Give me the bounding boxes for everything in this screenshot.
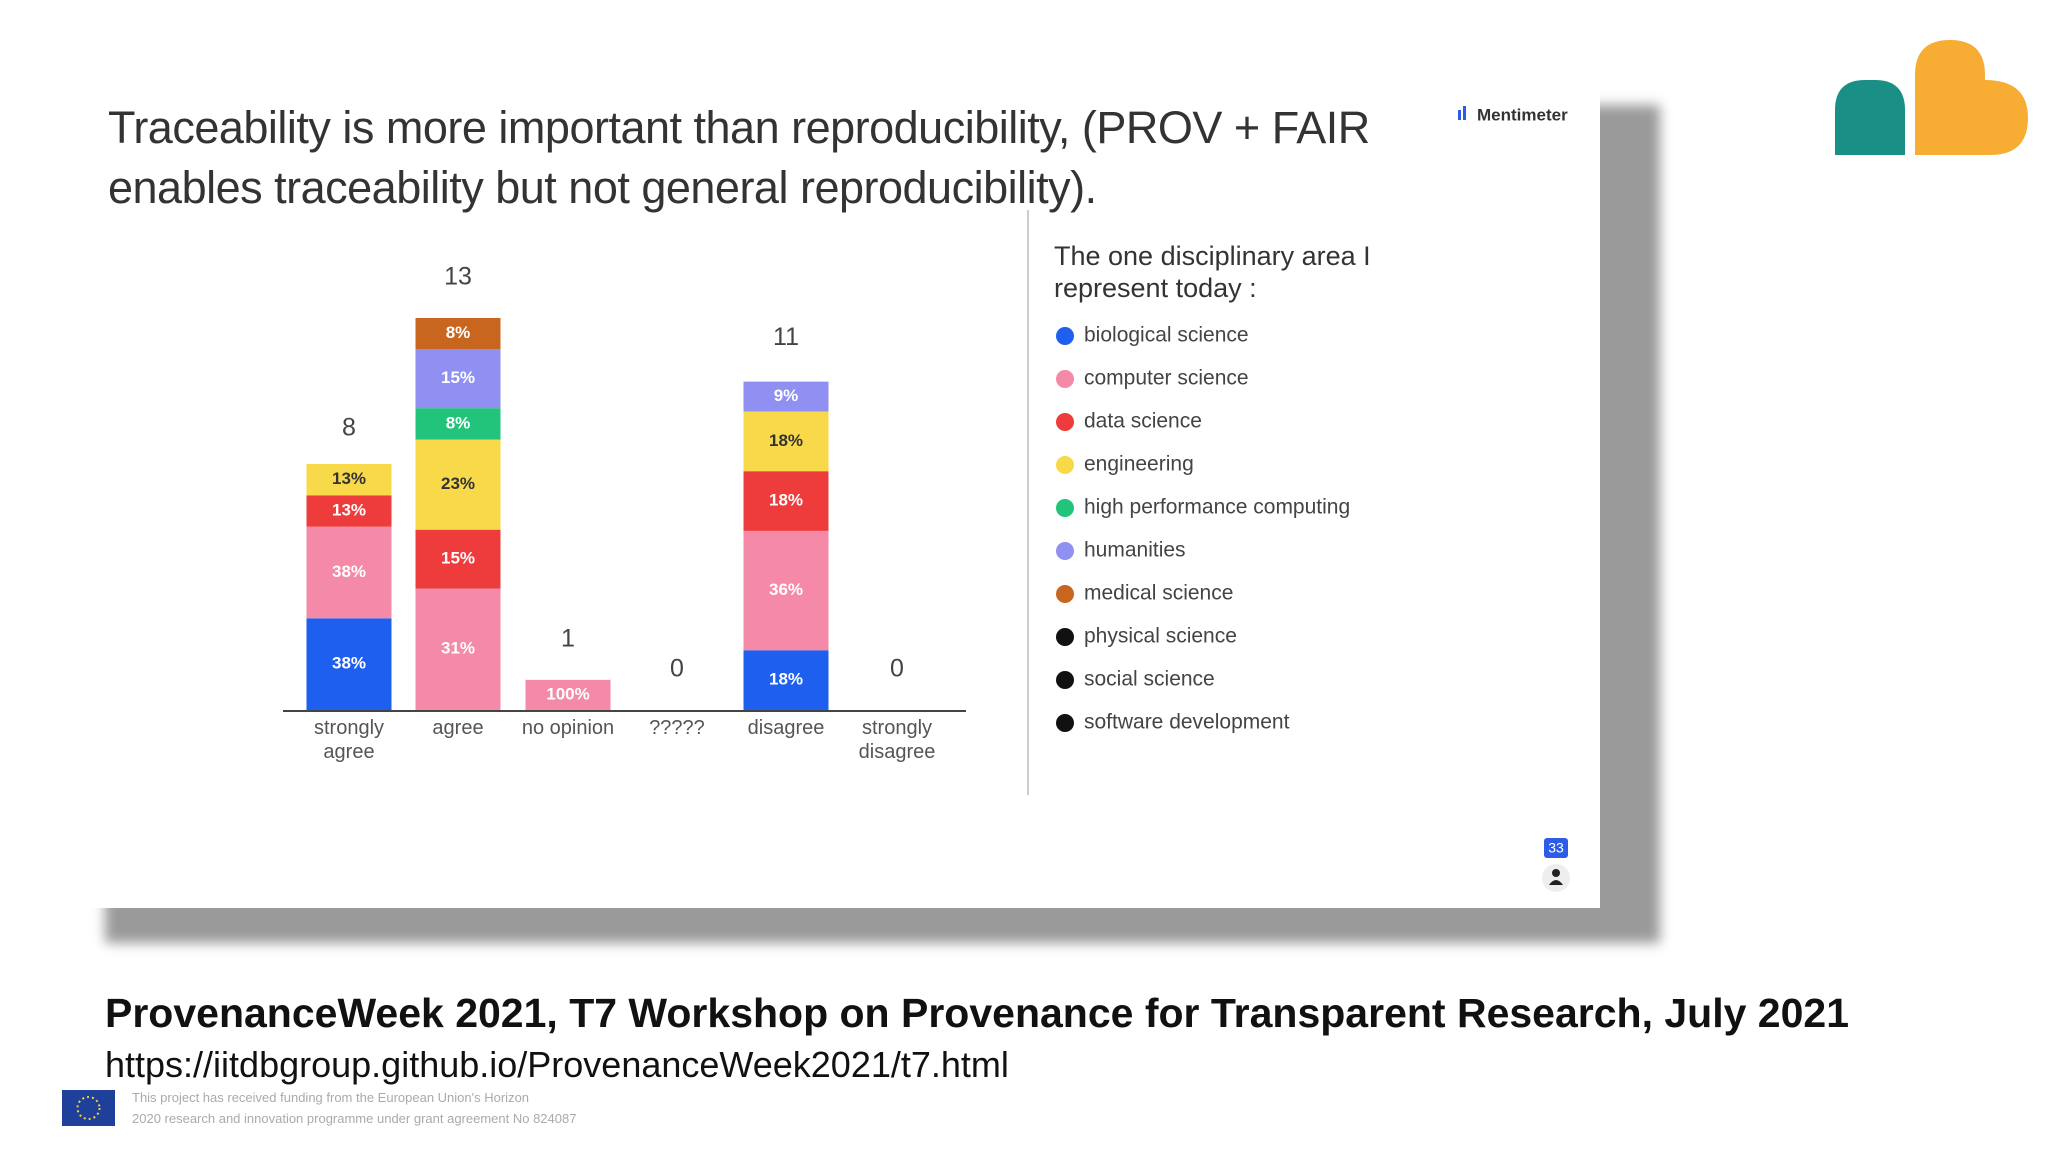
segment-label: 18% xyxy=(769,431,803,450)
legend-label: data science xyxy=(1084,410,1202,433)
bar-total: 0 xyxy=(890,655,904,683)
bar-segment xyxy=(306,618,392,710)
legend-label: social science xyxy=(1084,668,1215,691)
bar-segment xyxy=(743,471,829,531)
bar-segment xyxy=(743,381,829,412)
brand-icon xyxy=(1458,110,1461,120)
legend-dot xyxy=(1056,413,1074,431)
legend-title: The one disciplinary area I represent to… xyxy=(1054,241,1371,303)
bar-total: 8 xyxy=(342,413,356,441)
legend-dot xyxy=(1056,456,1074,474)
bar-total: 1 xyxy=(561,624,575,652)
x-tick-label: no opinion xyxy=(521,717,615,739)
bar-segment xyxy=(415,349,501,409)
participants-icon xyxy=(1552,869,1560,877)
legend-dot xyxy=(1056,499,1074,517)
bar-total: 13 xyxy=(444,263,472,291)
bar-segment xyxy=(415,529,501,589)
bar-segment xyxy=(306,463,392,496)
bar-segment xyxy=(415,408,501,440)
segment-label: 8% xyxy=(446,413,471,432)
footer-title: ProvenanceWeek 2021, T7 Workshop on Prov… xyxy=(105,990,1850,1036)
funding-line: 2020 research and innovation programme u… xyxy=(132,1111,577,1126)
bar-segment xyxy=(306,495,392,527)
segment-label: 31% xyxy=(441,639,475,658)
bar-segment xyxy=(306,526,392,619)
legend-dot xyxy=(1056,628,1074,646)
participants-icon xyxy=(1542,864,1570,892)
chart-title: Traceability is more important than repr… xyxy=(108,102,1370,213)
footer-url: https://iitdbgroup.github.io/ProvenanceW… xyxy=(105,1044,1009,1085)
eu-flag xyxy=(62,1090,115,1126)
legend-label: physical science xyxy=(1084,625,1237,648)
bar-segment xyxy=(743,650,829,710)
bar-segment xyxy=(415,439,501,530)
segment-label: 18% xyxy=(769,670,803,689)
legend-dot xyxy=(1056,327,1074,345)
legend-label: medical science xyxy=(1084,582,1233,605)
segment-label: 15% xyxy=(441,549,475,568)
bar-segment xyxy=(415,588,501,710)
legend-label: software development xyxy=(1084,711,1290,734)
segment-label: 8% xyxy=(446,323,471,342)
legend-label: engineering xyxy=(1084,453,1194,476)
segment-label: 15% xyxy=(441,368,475,387)
participants-icon xyxy=(1549,880,1563,885)
segment-label: 38% xyxy=(332,562,366,581)
legend-label: humanities xyxy=(1084,539,1186,562)
bar-total: 0 xyxy=(670,655,684,683)
x-tick-label: disagree xyxy=(747,717,825,739)
segment-label: 38% xyxy=(332,654,366,673)
x-tick-label: strongly disagree xyxy=(858,717,936,763)
funding-line: This project has received funding from t… xyxy=(132,1090,530,1105)
legend-label: high performance computing xyxy=(1084,496,1350,519)
segment-label: 36% xyxy=(769,580,803,599)
x-tick-label: agree xyxy=(432,717,484,739)
legend-dot xyxy=(1056,714,1074,732)
participants: 33 xyxy=(1548,840,1564,856)
legend-dot xyxy=(1056,542,1074,560)
segment-label: 100% xyxy=(546,684,589,703)
x-tick-label: strongly agree xyxy=(313,717,385,763)
eu-stars xyxy=(76,1096,101,1120)
participants-badge xyxy=(1544,838,1568,858)
x-tick-label: ????? xyxy=(649,717,705,739)
bar-total: 11 xyxy=(773,323,799,351)
legend-dot xyxy=(1056,370,1074,388)
segment-label: 23% xyxy=(441,474,475,493)
segment-label: 18% xyxy=(769,491,803,510)
bar-segment xyxy=(415,318,501,350)
logo-teal xyxy=(1835,80,1905,155)
bar-segment xyxy=(525,679,611,710)
legend-dot xyxy=(1056,671,1074,689)
logo-orange xyxy=(1915,40,2028,155)
segment-label: 13% xyxy=(332,469,366,488)
bar-segment xyxy=(743,530,829,651)
segment-label: 9% xyxy=(774,386,799,405)
segment-label: 13% xyxy=(332,500,366,519)
legend-label: biological science xyxy=(1084,324,1249,347)
legend-dot xyxy=(1056,585,1074,603)
legend-label: computer science xyxy=(1084,367,1249,390)
brand: Mentimeter xyxy=(1477,105,1568,124)
brand-icon xyxy=(1463,106,1466,120)
bar-segment xyxy=(743,411,829,472)
